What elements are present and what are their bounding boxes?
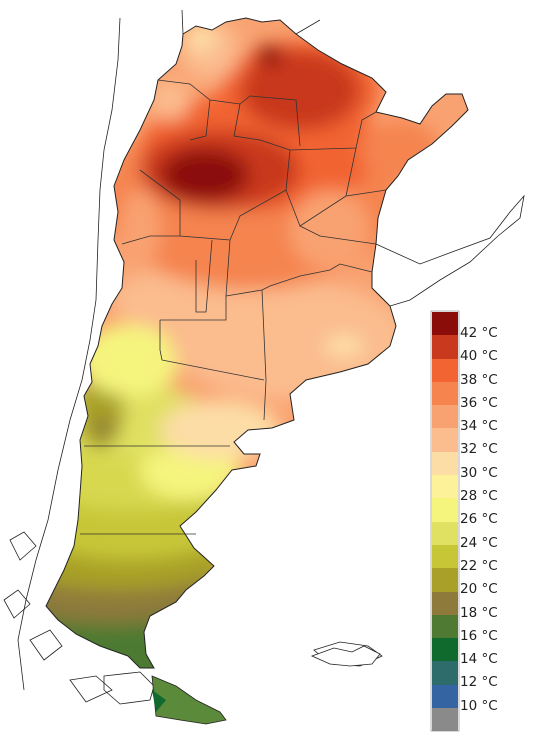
- legend-label: 16 °C: [460, 627, 498, 644]
- legend-label: 22 °C: [460, 557, 498, 574]
- legend-label: 24 °C: [460, 534, 498, 551]
- legend-label: 34 °C: [460, 418, 498, 435]
- legend-swatch: [432, 521, 458, 545]
- legend-label: 36 °C: [460, 394, 498, 411]
- legend-label: 18 °C: [460, 604, 498, 621]
- legend-swatch: [432, 358, 458, 382]
- legend-swatch: [432, 614, 458, 639]
- legend-label: 42 °C: [460, 325, 498, 341]
- legend-swatch: [432, 498, 458, 522]
- tierra-del-fuego: [151, 675, 227, 725]
- legend-label: 26 °C: [460, 511, 498, 528]
- legend-swatch: [432, 708, 458, 732]
- legend-swatch: [432, 544, 458, 569]
- legend-swatch: [432, 568, 458, 592]
- legend-swatch: [432, 312, 458, 336]
- province-borders: [80, 79, 387, 535]
- legend-swatch: [432, 661, 458, 685]
- legend-swatch: [432, 405, 458, 429]
- legend-swatch: [432, 684, 458, 709]
- legend-label: 14 °C: [460, 651, 498, 668]
- legend-swatch: [432, 638, 458, 662]
- legend-swatch: [432, 591, 458, 615]
- neighbour-borders: [17, 9, 525, 691]
- legend-label: 30 °C: [460, 464, 498, 481]
- legend-label: 40 °C: [460, 348, 498, 365]
- legend-swatch: [432, 475, 458, 499]
- legend-label: 32 °C: [460, 441, 498, 458]
- legend-swatch: [432, 335, 458, 359]
- legend-label: 12 °C: [460, 674, 498, 691]
- legend-label: 20 °C: [460, 581, 498, 598]
- malvinas: [310, 645, 381, 667]
- legend-label: 38 °C: [460, 371, 498, 388]
- legend-swatch: [432, 381, 458, 406]
- legend-label: 28 °C: [460, 488, 498, 505]
- legend-swatch: [432, 428, 458, 452]
- legend-swatch: [432, 451, 458, 476]
- argentina-outline: [45, 17, 469, 669]
- legend-label: 10 °C: [460, 697, 498, 714]
